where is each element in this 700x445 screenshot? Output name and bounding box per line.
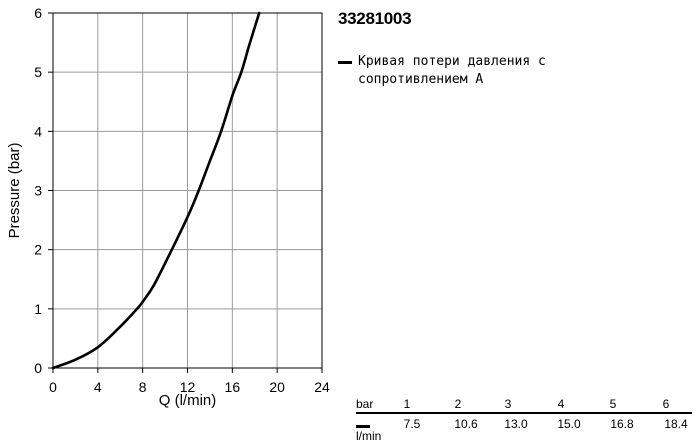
y-tick-label: 3 (34, 183, 42, 199)
flow-cell: 16.8 (610, 417, 634, 431)
flow-table: bar 1 2 3 4 5 6 7.5 10.6 13.0 15.0 16.8 … (356, 397, 692, 443)
y-tick-label: 1 (34, 301, 42, 317)
legend-label: Кривая потери давления с сопротивлением … (358, 54, 546, 87)
y-tick-label: 6 (34, 5, 42, 21)
y-tick-label: 2 (34, 242, 42, 258)
y-tick-label: 4 (34, 123, 42, 139)
table-series-swatch (356, 425, 370, 428)
x-axis-ticks: 0 4 8 12 16 20 24 (49, 368, 330, 395)
legend: Кривая потери давления с сопротивлением … (338, 53, 588, 89)
flow-header: l/min (356, 429, 382, 443)
chart-title: 33281003 (338, 9, 412, 28)
x-tick-label: 8 (139, 379, 147, 395)
y-tick-label: 0 (34, 360, 42, 376)
grid-lines (53, 13, 322, 368)
x-tick-label: 24 (314, 379, 330, 395)
plot-frame (52, 12, 323, 369)
x-tick-label: 0 (49, 379, 57, 395)
flow-cell: 10.6 (454, 417, 478, 431)
x-tick-label: 4 (94, 379, 102, 395)
y-tick-label: 5 (34, 64, 42, 80)
x-axis-title: Q (l/min) (159, 392, 217, 409)
flow-cell: 15.0 (557, 417, 581, 431)
pressure-cell: 2 (454, 397, 462, 411)
legend-swatch (338, 61, 352, 64)
y-axis-title: Pressure (bar) (6, 143, 23, 239)
flow-cell: 18.4 (664, 417, 688, 431)
pressure-cell: 6 (662, 397, 670, 411)
pressure-header: bar (356, 397, 374, 411)
pressure-cell: 4 (557, 397, 565, 411)
series-line-resistance-a (51, 11, 261, 370)
x-tick-label: 16 (225, 379, 241, 395)
flow-cell: 7.5 (403, 417, 421, 431)
y-axis-ticks: 0 1 2 3 4 5 6 (34, 5, 53, 376)
x-tick-label: 20 (269, 379, 285, 395)
pressure-row: bar 1 2 3 4 5 6 (356, 397, 692, 414)
flow-row: 7.5 10.6 13.0 15.0 16.8 18.4 l/min (356, 417, 692, 443)
flow-cell: 13.0 (504, 417, 528, 431)
pressure-cell: 5 (609, 397, 617, 411)
pressure-cell: 1 (403, 397, 411, 411)
x-tick-label: 12 (180, 379, 196, 395)
pressure-cell: 3 (504, 397, 512, 411)
table-rule (356, 412, 692, 414)
